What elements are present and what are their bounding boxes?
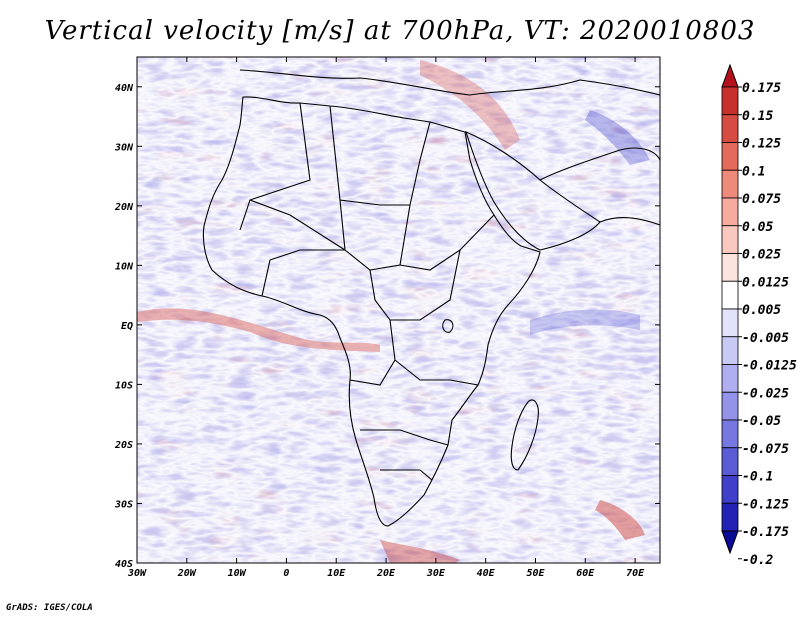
latitude-axis: 40N 30N 20N 10N EQ 10S 20S 30S 40S [114,83,660,570]
lat-tick-label: 40S [115,559,133,570]
colorbar: 0.175 0.15 0.125 0.1 0.075 0.05 0.025 0.0125 0.0… [721,63,797,568]
colorbar-swatch [721,391,739,421]
colorbar-swatch [721,502,739,532]
border-5 [369,249,461,321]
lon-tick-label: 0 [283,568,289,579]
lat-tick-label: 10N [115,261,134,272]
arabia-interior [539,147,660,181]
colorbar-label: 0.05 [742,220,773,235]
lon-tick-label: 30E [426,568,446,579]
lon-tick-label: 30W [127,568,147,579]
colorbar-label: -0.025 [742,386,789,401]
colorbar-label: 0.0125 [742,275,789,290]
colorbar-swatch [721,225,739,254]
colorbar-swatch [721,419,739,449]
colorbar-swatch [721,364,739,393]
lat-tick-label: 20N [114,202,134,213]
coastlines [202,69,660,527]
colorbar-label: -0.2 [742,553,773,568]
colorbar-label: -0.175 [742,525,789,540]
colorbar-label: 0.125 [742,137,781,152]
border-7 [349,359,396,386]
colorbar-swatch [721,280,739,310]
africa-coastline [202,96,541,527]
lake-victoria [442,319,454,333]
colorbar-top-arrow [721,63,739,88]
lat-tick-label: 40N [115,83,134,94]
lat-tick-label: 30S [114,499,133,510]
longitude-axis: 30W 20W 10W 0 10E 20E 30E 40E 50E 60E 70E [127,57,645,579]
border-8 [360,429,449,446]
colorbar-swatch [721,253,739,282]
lon-tick-label: 60E [576,568,595,579]
colorbar-swatch [721,86,739,116]
colorbar-label: 0.025 [742,248,781,263]
border-11 [261,249,345,297]
colorbar-swatch [721,197,739,227]
lat-tick-label: 20S [114,440,133,451]
grads-credit: GrADS: IGES/COLA [6,603,93,613]
lat-tick-label: 30N [114,142,134,153]
mediterranean-north [239,69,660,96]
colorbar-swatch [721,447,739,476]
map-title: Vertical velocity [m/s] at 700hPa, VT: 2… [44,16,756,46]
lon-tick-label: 20E [376,568,396,579]
colorbar-label: 0.175 [742,81,781,96]
border-1 [239,102,311,231]
velocity-field [137,57,660,563]
colorbar-label: 0.15 [742,109,773,124]
madagascar [510,399,539,471]
colorbar-label: -0.075 [742,442,789,457]
colorbar-label: -0.005 [742,331,789,346]
lon-tick-label: 20W [177,568,197,579]
border-2 [329,105,431,206]
colorbar-label: -0.1 [742,470,773,485]
colorbar-label: -0.0125 [742,359,797,374]
colorbar-label: 0.1 [742,164,765,179]
border-6 [389,319,479,386]
colorbar-swatch [721,308,739,338]
colorbar-label: -0.125 [742,497,789,512]
asia-coast [599,217,660,226]
colorbar-swatch [721,142,739,171]
colorbar-label: 0.005 [742,303,781,318]
plot-frame [136,56,661,564]
border-9 [380,469,433,481]
lon-tick-label: 40E [477,568,496,579]
colorbar-swatch [721,475,739,504]
colorbar-bottom-arrow [721,530,739,555]
colorbar-label: -0.05 [742,414,781,429]
colorbar-label: 0.075 [742,192,781,207]
lon-tick-label: 70E [626,568,645,579]
lon-tick-label: 10W [228,568,247,579]
lon-tick-label: 10E [327,568,346,579]
lat-tick-label: 10S [115,380,133,391]
colorbar-swatch [721,336,739,365]
lat-tick-label: EQ [121,321,133,332]
border-10 [249,199,346,251]
colorbar-swatch [721,169,739,199]
lon-tick-label: 50E [526,568,545,579]
arabian-peninsula [465,131,601,251]
border-4 [399,214,495,271]
colorbar-swatch [721,114,739,143]
